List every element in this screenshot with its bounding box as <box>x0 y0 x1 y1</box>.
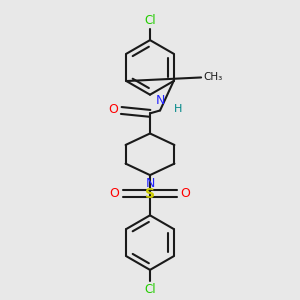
Text: O: O <box>181 187 190 200</box>
Text: H: H <box>174 104 182 114</box>
Text: Cl: Cl <box>144 14 156 27</box>
Text: N: N <box>155 94 165 107</box>
Text: CH₃: CH₃ <box>203 73 223 82</box>
Text: O: O <box>110 187 119 200</box>
Text: O: O <box>108 103 118 116</box>
Text: N: N <box>145 176 155 190</box>
Text: S: S <box>145 187 155 201</box>
Text: Cl: Cl <box>144 283 156 296</box>
